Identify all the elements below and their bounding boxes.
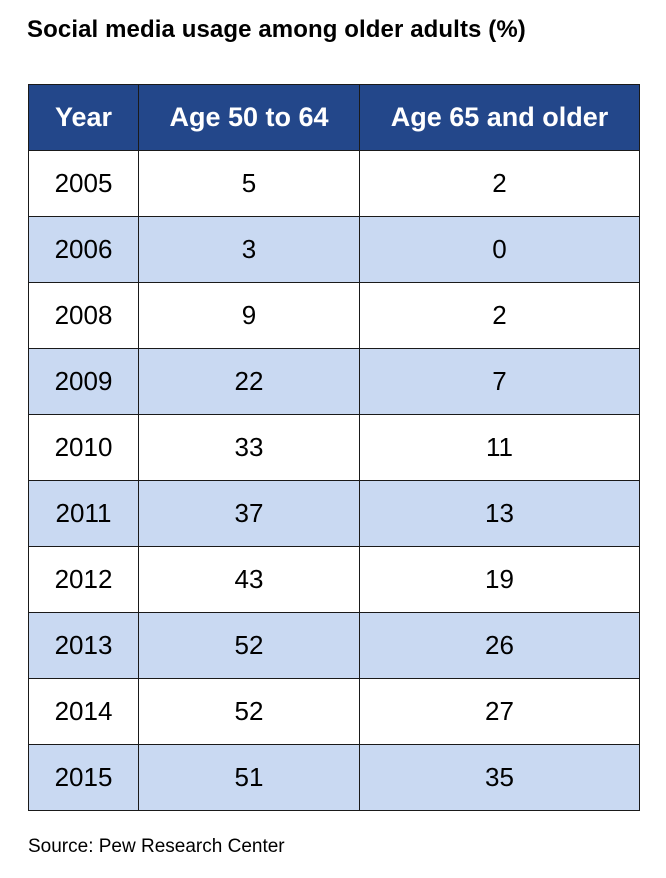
table-row: 2011 37 13 bbox=[28, 480, 640, 547]
cell-age-65-older: 7 bbox=[359, 348, 640, 415]
cell-year: 2012 bbox=[28, 546, 139, 613]
table-row: 2014 52 27 bbox=[28, 678, 640, 745]
column-header-year: Year bbox=[28, 84, 139, 151]
chart-title: Social media usage among older adults (%… bbox=[27, 16, 526, 43]
cell-age-50-64: 9 bbox=[138, 282, 360, 349]
cell-age-50-64: 51 bbox=[138, 744, 360, 811]
cell-year: 2014 bbox=[28, 678, 139, 745]
column-header-age-50-64: Age 50 to 64 bbox=[138, 84, 360, 151]
cell-age-65-older: 27 bbox=[359, 678, 640, 745]
cell-year: 2015 bbox=[28, 744, 139, 811]
cell-age-50-64: 52 bbox=[138, 612, 360, 679]
cell-age-50-64: 5 bbox=[138, 150, 360, 217]
cell-year: 2009 bbox=[28, 348, 139, 415]
cell-year: 2013 bbox=[28, 612, 139, 679]
cell-age-65-older: 35 bbox=[359, 744, 640, 811]
table-body: 2005 5 2 2006 3 0 2008 9 2 2009 22 7 2010 33 11 2011 37 1… bbox=[28, 150, 640, 811]
cell-year: 2005 bbox=[28, 150, 139, 217]
table-row: 2012 43 19 bbox=[28, 546, 640, 613]
column-header-age-65-older: Age 65 and older bbox=[359, 84, 640, 151]
cell-age-65-older: 19 bbox=[359, 546, 640, 613]
table-row: 2013 52 26 bbox=[28, 612, 640, 679]
cell-year: 2011 bbox=[28, 480, 139, 547]
cell-age-65-older: 2 bbox=[359, 282, 640, 349]
cell-age-65-older: 0 bbox=[359, 216, 640, 283]
table-row: 2008 9 2 bbox=[28, 282, 640, 349]
cell-age-65-older: 2 bbox=[359, 150, 640, 217]
table-header-row: Year Age 50 to 64 Age 65 and older bbox=[28, 84, 640, 151]
cell-age-65-older: 26 bbox=[359, 612, 640, 679]
table-row: 2005 5 2 bbox=[28, 150, 640, 217]
cell-age-50-64: 22 bbox=[138, 348, 360, 415]
cell-year: 2008 bbox=[28, 282, 139, 349]
cell-age-50-64: 43 bbox=[138, 546, 360, 613]
cell-age-50-64: 33 bbox=[138, 414, 360, 481]
table-row: 2006 3 0 bbox=[28, 216, 640, 283]
cell-year: 2010 bbox=[28, 414, 139, 481]
cell-age-50-64: 37 bbox=[138, 480, 360, 547]
source-note: Source: Pew Research Center bbox=[28, 836, 285, 857]
table-row: 2010 33 11 bbox=[28, 414, 640, 481]
cell-age-65-older: 11 bbox=[359, 414, 640, 481]
table-row: 2009 22 7 bbox=[28, 348, 640, 415]
table-row: 2015 51 35 bbox=[28, 744, 640, 811]
cell-age-50-64: 52 bbox=[138, 678, 360, 745]
cell-year: 2006 bbox=[28, 216, 139, 283]
cell-age-50-64: 3 bbox=[138, 216, 360, 283]
cell-age-65-older: 13 bbox=[359, 480, 640, 547]
data-table: Year Age 50 to 64 Age 65 and older 2005 5 2 2… bbox=[28, 84, 640, 811]
